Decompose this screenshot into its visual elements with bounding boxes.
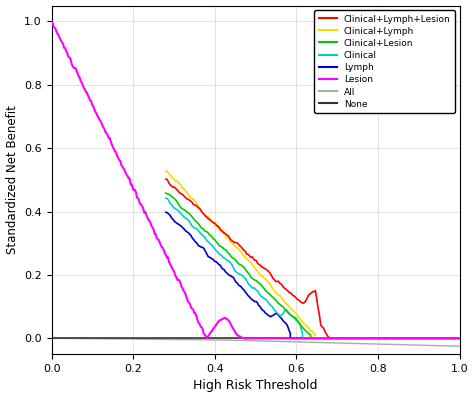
X-axis label: High Risk Threshold: High Risk Threshold <box>193 379 318 392</box>
Legend: Clinical+Lymph+Lesion, Clinical+Lymph, Clinical+Lesion, Clinical, Lymph, Lesion,: Clinical+Lymph+Lesion, Clinical+Lymph, C… <box>314 10 455 113</box>
Y-axis label: Standardized Net Benefit: Standardized Net Benefit <box>6 105 18 254</box>
